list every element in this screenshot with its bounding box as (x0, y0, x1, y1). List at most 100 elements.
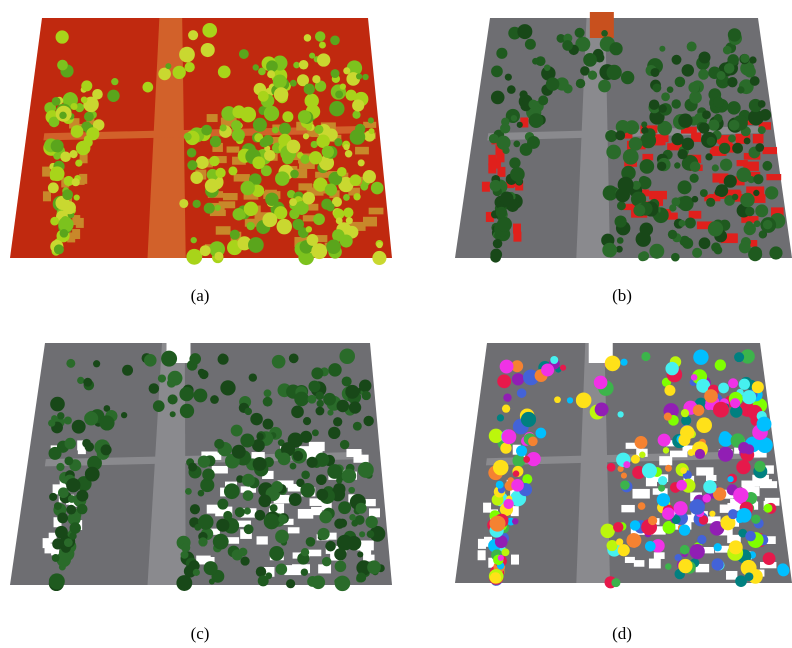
tree-blob (350, 129, 366, 145)
tree-blob (189, 353, 201, 365)
tree-blob (682, 64, 694, 76)
tree-blob (759, 109, 771, 121)
tree-blob (275, 530, 289, 544)
tree-blob (74, 194, 80, 200)
tree-blob (744, 138, 751, 145)
tree-blob (635, 436, 648, 449)
tree-blob (319, 511, 332, 524)
tree-blob (253, 64, 259, 70)
building (649, 559, 661, 569)
tree-blob (667, 86, 674, 93)
tree-blob (649, 244, 664, 259)
tree-blob (777, 563, 788, 574)
tree-blob (755, 204, 768, 217)
tree-blob (349, 514, 356, 521)
tree-blob (57, 412, 64, 419)
tree-blob (278, 452, 291, 465)
tree-blob (309, 53, 315, 59)
tree-blob (490, 249, 502, 261)
tree-blob (318, 528, 330, 540)
tree-blob (376, 242, 382, 248)
tree-blob (253, 118, 267, 132)
tree-blob (665, 362, 678, 375)
tree-blob (728, 509, 738, 519)
tree-blob (511, 115, 517, 121)
tree-blob (362, 74, 368, 80)
tree-blob (272, 127, 279, 134)
tree-blob (765, 186, 778, 199)
tree-blob (319, 42, 326, 49)
building (621, 505, 634, 512)
tree-blob (277, 219, 292, 234)
tree-blob (232, 445, 246, 459)
tree-blob (56, 30, 69, 43)
tree-blob (70, 522, 81, 533)
tree-blob (678, 559, 692, 573)
tree-blob (657, 162, 666, 171)
tree-blob (665, 465, 672, 472)
building (219, 201, 236, 208)
tree-blob (239, 49, 249, 59)
tree-blob (618, 544, 630, 556)
tree-blob (352, 99, 364, 111)
tree-blob (76, 490, 88, 502)
tree-blob (705, 153, 712, 160)
tree-blob (198, 537, 207, 546)
tree-blob (315, 407, 324, 416)
tree-blob (180, 404, 194, 418)
tree-blob (217, 499, 228, 510)
tree-blob (52, 538, 63, 549)
building (625, 557, 635, 563)
tree-blob (198, 490, 205, 497)
tree-blob (213, 534, 229, 550)
tree-blob (301, 548, 309, 556)
tree-blob (187, 160, 197, 170)
tree-blob (500, 123, 510, 133)
tree-blob (513, 470, 520, 477)
tree-blob (300, 155, 309, 164)
tree-blob (244, 507, 251, 514)
tree-blob (228, 166, 237, 175)
tree-blob (740, 193, 754, 207)
tree-blob (605, 356, 621, 372)
tree-blob (738, 442, 749, 453)
tree-blob (491, 91, 505, 105)
tree-blob (687, 42, 697, 52)
tree-blob (736, 460, 750, 474)
tree-blob (201, 43, 215, 57)
tree-blob (368, 117, 374, 123)
tree-blob (729, 540, 743, 554)
building (43, 191, 51, 201)
tree-blob (750, 76, 760, 86)
tree-blob (692, 248, 702, 258)
tree-blob (188, 30, 198, 40)
building (227, 146, 240, 152)
tree-blob (680, 545, 690, 555)
tree-blob (328, 427, 340, 439)
tree-blob (538, 95, 548, 105)
tree-blob (356, 503, 367, 514)
tree-blob (210, 136, 221, 147)
tree-blob (367, 530, 375, 538)
tree-blob (308, 395, 317, 404)
tree-blob (269, 546, 284, 561)
tree-blob (322, 557, 331, 566)
tree-blob (290, 170, 299, 179)
tree-blob (536, 428, 547, 439)
tree-blob (358, 462, 374, 478)
tree-blob (249, 373, 257, 381)
tree-blob (77, 377, 84, 384)
tree-blob (678, 114, 692, 128)
tree-blob (755, 143, 764, 152)
tree-blob (702, 494, 711, 503)
tree-blob (641, 121, 647, 127)
tree-blob (193, 388, 207, 402)
tree-blob (309, 151, 322, 164)
tree-blob (239, 213, 245, 219)
tree-blob (267, 70, 275, 78)
tree-blob (190, 504, 200, 514)
tree-blob (720, 159, 732, 171)
tree-blob (51, 140, 64, 153)
tree-blob (541, 363, 554, 376)
tree-blob (287, 140, 301, 154)
